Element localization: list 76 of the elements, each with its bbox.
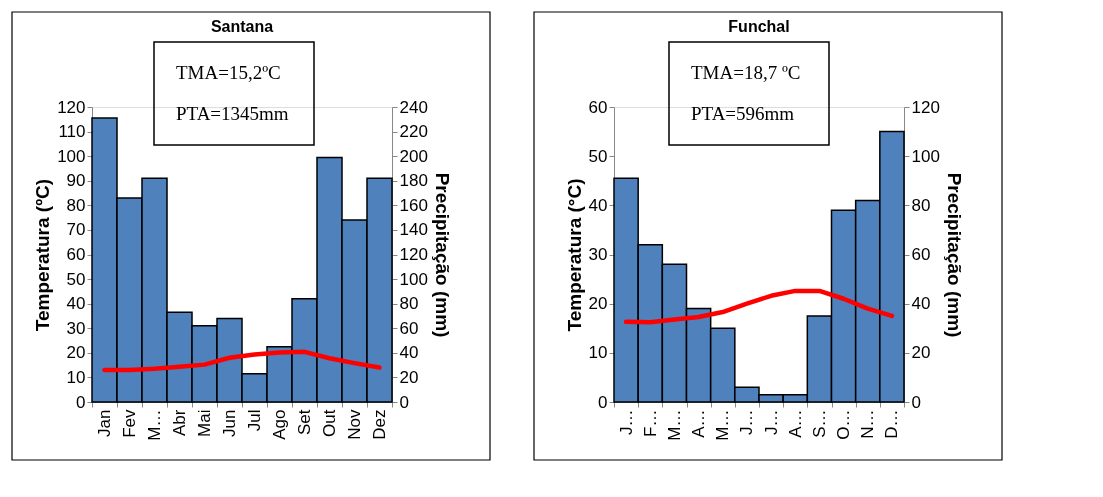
y2-tick-label: 0: [399, 392, 409, 412]
x-tick-label: S…: [809, 409, 829, 438]
y2-tick-label: 80: [911, 195, 931, 215]
y-tick-label: 10: [588, 343, 608, 363]
x-tick-label: J…: [737, 409, 757, 435]
y2-tick-label: 20: [399, 367, 419, 387]
y2-tick-label: 60: [399, 318, 419, 338]
y-tick-label: 20: [66, 343, 86, 363]
x-tick-label: Ago: [270, 409, 289, 440]
y2-tick-label: 120: [399, 245, 428, 264]
y-tick-label: 10: [66, 367, 86, 387]
y-tick-label: 80: [66, 195, 86, 215]
y-tick-label: 20: [588, 294, 608, 314]
line-series: [623, 288, 895, 325]
y2-tick-label: 0: [911, 392, 921, 412]
x-tick-label: A…: [689, 409, 709, 438]
text: TMA=15,2ºC: [176, 61, 281, 83]
y-tick-label: 50: [588, 146, 608, 166]
y2-tick-label: 100: [911, 146, 940, 166]
x-tick-label: Dez: [370, 409, 389, 440]
annotation: PTA=1345mm: [176, 103, 289, 125]
y2-tick-label: 40: [911, 294, 931, 314]
y-tick-label: 30: [66, 318, 86, 338]
y2-tick-label: 120: [911, 97, 940, 117]
y-axis-title: Temperatura (°C): [563, 178, 585, 332]
x-tick-label: Jun: [220, 409, 239, 437]
x-tick-label: Mai: [195, 409, 214, 437]
x-tick-label: Set: [295, 409, 314, 436]
x-tick-label: Fev: [120, 409, 139, 438]
x-tick-label: Nov: [345, 409, 364, 440]
x-tick-label: Out: [320, 409, 339, 437]
chart-title: Santana: [210, 18, 274, 35]
x-tick-label: Abr: [170, 409, 189, 436]
y-tick-label: 120: [57, 97, 86, 117]
y-tick-label: 60: [588, 97, 608, 117]
x-tick-label: Jul: [245, 409, 264, 432]
y-tick-label: 40: [588, 195, 608, 215]
x-tick-label: M…: [713, 409, 733, 441]
x-tick-label: J…: [616, 409, 636, 435]
y-tick-label: 50: [66, 269, 86, 289]
y2-axis-title: Precipitação (mm): [431, 172, 453, 338]
x-tick-label: F…: [640, 409, 660, 437]
line-series: [102, 349, 382, 373]
y-tick-label: 0: [598, 392, 608, 412]
y-tick-label: 110: [58, 122, 86, 142]
y-axis-title: Temperatura (ºC): [32, 178, 54, 332]
x-tick-label: N…: [858, 409, 878, 439]
y-tick-label: 60: [66, 245, 86, 264]
x-tick-label: M…: [145, 409, 164, 441]
chart-title: Funchal: [728, 18, 790, 35]
y2-tick-label: 100: [399, 269, 428, 289]
y2-tick-label: 220: [399, 122, 428, 142]
x-tick-label: J…: [761, 409, 781, 435]
y-tick-label: 30: [588, 245, 608, 264]
y2-tick-label: 60: [911, 245, 931, 264]
y-tick-label: 40: [66, 294, 86, 314]
y2-tick-label: 140: [399, 220, 428, 240]
y2-tick-label: 160: [399, 195, 428, 215]
y-tick-label: 90: [66, 171, 86, 191]
y2-tick-label: 80: [399, 294, 419, 314]
x-tick-label: A…: [785, 409, 805, 438]
x-tick-label: Jan: [95, 409, 114, 437]
y-tick-label: 0: [76, 392, 86, 412]
y2-tick-label: 180: [399, 171, 428, 191]
text: TMA=18,7 ºC: [691, 61, 801, 83]
y2-axis-title: Precipitação (mm): [943, 172, 965, 338]
y2-tick-label: 20: [911, 343, 931, 363]
y2-tick-label: 240: [399, 97, 428, 117]
y-tick-label: 70: [66, 220, 86, 240]
x-tick-label: O…: [834, 409, 854, 440]
y2-tick-label: 200: [399, 146, 428, 166]
annotation: PTA=596mm: [691, 103, 795, 125]
y-tick-label: 100: [57, 146, 86, 166]
x-tick-label: D…: [882, 409, 902, 439]
y2-tick-label: 40: [399, 343, 419, 363]
x-tick-label: M…: [664, 409, 684, 441]
